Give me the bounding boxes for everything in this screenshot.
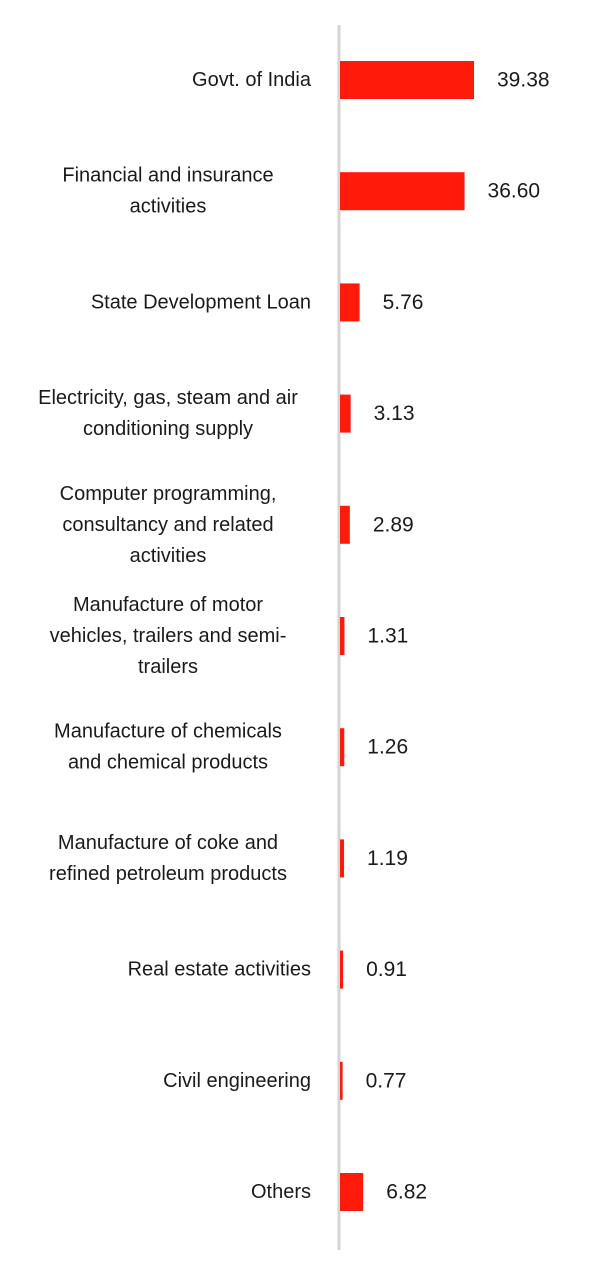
value-label: 1.31: [367, 625, 408, 648]
value-label: 1.26: [367, 736, 408, 759]
category-label: Financial and insurance activities: [62, 165, 273, 218]
value-label: 0.77: [366, 1069, 407, 1092]
category-label-line: activities: [130, 545, 207, 567]
category-label-line: Manufacture of motor: [73, 594, 263, 616]
bar: [340, 394, 351, 433]
bar: [340, 505, 350, 544]
value-label: 36.60: [488, 180, 541, 203]
category-label-line: Manufacture of coke and: [58, 832, 278, 854]
bar: [340, 950, 344, 989]
value-label: 6.82: [386, 1181, 427, 1204]
bar: [340, 61, 474, 99]
bar: [340, 283, 360, 322]
category-label-line: Others: [251, 1181, 311, 1203]
category-label: Govt. of India: [192, 69, 312, 91]
category-label: Manufacture of chemicals and chemical pro…: [54, 721, 282, 774]
category-label: Manufacture of coke and refined petroleum…: [49, 832, 287, 885]
category-label: Electricity, gas, steam and air condition…: [38, 387, 298, 440]
category-label: Manufacture of motor vehicles, trailers a…: [50, 594, 287, 678]
value-label: 2.89: [373, 513, 414, 536]
bar: [340, 1061, 343, 1100]
category-label-line: Electricity, gas, steam and air: [38, 387, 298, 409]
category-label: Others: [251, 1181, 311, 1203]
category-label: State Development Loan: [91, 291, 311, 313]
category-label-line: State Development Loan: [91, 291, 311, 313]
category-label-line: activities: [130, 196, 207, 218]
category-label-line: refined petroleum products: [49, 863, 287, 885]
value-label: 39.38: [497, 69, 550, 92]
bar: [340, 617, 345, 655]
category-label: Civil engineering: [163, 1070, 311, 1092]
bars-group: [340, 61, 474, 1211]
value-labels-group: 39.38 36.60 5.76 3.13 2.89 1.31 1.26 1.19 0.91 0.…: [366, 69, 550, 1204]
category-label-line: Civil engineering: [163, 1070, 311, 1092]
category-label-line: vehicles, trailers and semi-: [50, 625, 287, 647]
category-label-line: Manufacture of chemicals: [54, 721, 282, 743]
category-label: Real estate activities: [128, 959, 311, 981]
bar: [340, 1173, 364, 1211]
value-label: 5.76: [383, 291, 424, 314]
value-label: 1.19: [367, 847, 408, 870]
bar: [340, 172, 465, 211]
value-label: 3.13: [374, 402, 415, 425]
category-label-line: Computer programming,: [60, 483, 277, 505]
category-label-line: consultancy and related: [62, 514, 273, 536]
category-label-line: conditioning supply: [83, 418, 253, 440]
value-label: 0.91: [366, 958, 407, 981]
category-label-line: Financial and insurance: [62, 165, 273, 187]
category-label-line: trailers: [138, 656, 198, 678]
category-labels-group: Govt. of India Financial and insurance act…: [38, 69, 312, 1203]
category-label: Computer programming, consultancy and rel…: [60, 483, 277, 567]
bar: [340, 728, 345, 767]
category-label-line: Govt. of India: [192, 69, 312, 91]
category-label-line: Real estate activities: [128, 959, 311, 981]
category-label-line: and chemical products: [68, 752, 268, 774]
bar: [340, 839, 345, 878]
